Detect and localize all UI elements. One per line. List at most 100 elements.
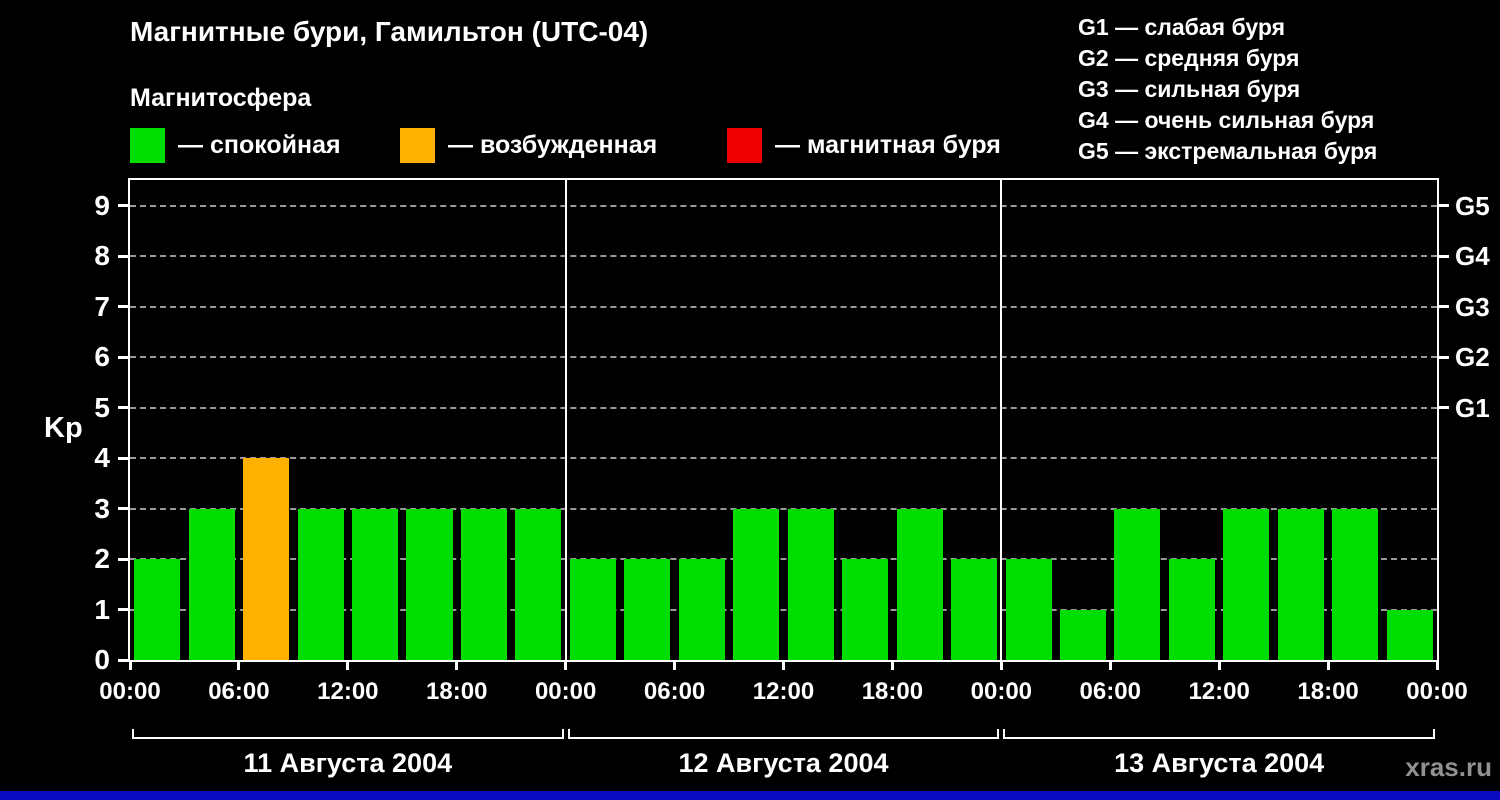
- gridline: [130, 507, 1437, 510]
- legend-label-quiet: — спокойная: [178, 131, 341, 159]
- magnetosphere-subtitle: Магнитосфера: [130, 84, 312, 112]
- kp-bar: [1059, 609, 1107, 660]
- kp-bar: [1114, 508, 1161, 660]
- kp-bar: [243, 458, 290, 660]
- y-axis-label: 4: [94, 442, 110, 473]
- y-axis-tick: [118, 557, 128, 561]
- y-axis-label: 1: [94, 593, 110, 625]
- g-scale-label: G1: [1455, 392, 1490, 423]
- y-axis-label: 5: [94, 391, 110, 423]
- kp-bar: [515, 508, 562, 660]
- x-axis-tick: [455, 662, 459, 670]
- legend-item-excited: — возбужденная: [400, 128, 657, 163]
- y-axis-label: 7: [94, 290, 110, 322]
- x-axis-label: 06:00: [208, 678, 270, 705]
- x-axis-label: 18:00: [1297, 678, 1359, 705]
- gridline: [130, 356, 1437, 358]
- y-axis-label: 3: [94, 492, 110, 524]
- g-scale-label: G3: [1455, 291, 1490, 322]
- kp-bar: [1332, 508, 1379, 660]
- x-axis-label: 12:00: [752, 678, 815, 705]
- x-axis-tick: [346, 662, 350, 670]
- kp-bar: [624, 559, 671, 660]
- gridline: [130, 305, 1437, 308]
- date-label: 11 Августа 2004: [243, 748, 453, 778]
- kp-bar: [951, 559, 998, 660]
- x-axis-label: 00:00: [970, 678, 1033, 705]
- x-axis-label: 12:00: [317, 678, 379, 705]
- day-bracket: [1003, 737, 1435, 739]
- storm-color-swatch: [727, 128, 762, 163]
- page-title: Магнитные бури, Гамильтон (UTC-04): [130, 16, 649, 47]
- g-legend-line-g3: G3 — сильная буря: [1078, 76, 1301, 102]
- kp-bar: [678, 559, 725, 660]
- kp-bar: [787, 508, 834, 660]
- x-axis-tick: [673, 662, 677, 670]
- g-legend-line-g2: G2 — средняя буря: [1078, 45, 1300, 71]
- day-bracket: [132, 737, 564, 739]
- kp-bar: [134, 559, 181, 660]
- kp-bar: [842, 559, 889, 660]
- kp-bar: [1386, 609, 1433, 660]
- gridline: [130, 255, 1437, 257]
- y-axis-tick: [118, 507, 128, 510]
- y-axis-label: 9: [94, 189, 110, 221]
- gridline: [130, 558, 1437, 560]
- day-bracket-tick: [1003, 729, 1006, 739]
- y-axis-tick: [118, 658, 128, 662]
- y-axis-tick: [118, 204, 128, 207]
- y-axis-label: 8: [94, 240, 110, 271]
- y-axis-label: 6: [94, 341, 110, 372]
- g-legend-line-g5: G5 — экстремальная буря: [1078, 138, 1378, 164]
- kp-bar: [352, 508, 399, 660]
- excited-color-swatch: [400, 128, 435, 163]
- day-bracket-tick: [997, 729, 1000, 739]
- x-axis-label: 06:00: [643, 678, 706, 705]
- g-legend-line-g1: G1 — слабая буря: [1078, 14, 1286, 40]
- gridline: [130, 608, 1437, 611]
- kp-bar: [1277, 508, 1324, 660]
- right-axis-tick: [1439, 406, 1449, 409]
- legend-item-quiet: — спокойная: [130, 128, 341, 163]
- date-label: 12 Августа 2004: [678, 748, 889, 778]
- x-axis-tick: [1326, 662, 1330, 670]
- x-axis-label: 18:00: [861, 678, 924, 705]
- bottom-blue-strip: [0, 791, 1500, 800]
- x-axis-tick: [237, 662, 241, 670]
- g-scale-label: G2: [1455, 342, 1490, 372]
- watermark: xras.ru: [1405, 752, 1492, 782]
- g-scale-legend: G1 — слабая буря G2 — средняя буря G3 — …: [1078, 12, 1377, 167]
- kp-bar: [896, 508, 943, 660]
- day-divider-line: [564, 180, 567, 660]
- x-axis-tick: [782, 662, 785, 670]
- day-divider-line: [1000, 180, 1003, 660]
- day-bracket-tick: [561, 729, 564, 739]
- kp-bar: [460, 508, 507, 660]
- plot-area: 0 1 2 3 4 5 6 7 8 9 G5 G4 G3 G2 G1: [94, 178, 1490, 675]
- date-label: 13 Августа 2004: [1114, 748, 1325, 778]
- y-axis-label: 0: [94, 644, 110, 675]
- x-axis-label: 06:00: [1079, 678, 1141, 705]
- gridline: [130, 204, 1437, 207]
- x-axis-tick: [564, 662, 568, 670]
- kp-bar: [1005, 559, 1052, 660]
- legend-label-storm: — магнитная буря: [775, 131, 1001, 159]
- x-axis-label: 00:00: [99, 678, 161, 705]
- x-axis-label: 00:00: [534, 678, 597, 705]
- x-axis-tick: [999, 662, 1003, 670]
- kp-bar: [569, 559, 616, 660]
- quiet-color-swatch: [130, 128, 165, 163]
- right-axis-tick: [1439, 355, 1449, 359]
- legend-label-excited: — возбужденная: [448, 131, 658, 159]
- kp-bar: [1168, 559, 1215, 660]
- kp-bar: [733, 508, 780, 660]
- g-scale-label: G5: [1455, 190, 1490, 221]
- x-axis-tick: [1108, 662, 1112, 670]
- y-axis-label: 2: [94, 543, 110, 574]
- gridline: [130, 406, 1437, 409]
- kp-bar: [297, 508, 344, 660]
- day-bracket-tick: [1433, 729, 1435, 739]
- x-axis-label: 18:00: [426, 678, 488, 705]
- x-axis-label: 00:00: [1406, 678, 1468, 705]
- right-axis-tick: [1439, 204, 1449, 207]
